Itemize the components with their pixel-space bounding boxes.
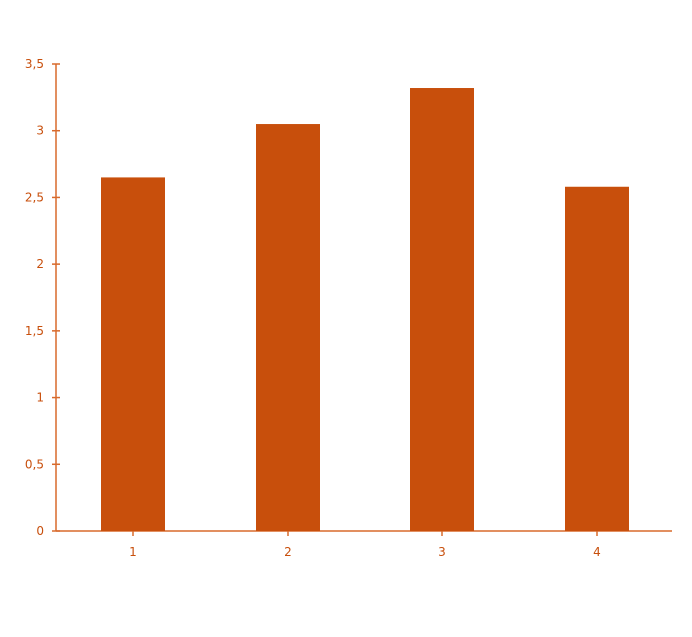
x-tick-label: 2: [284, 545, 292, 559]
y-tick-label: 1,5: [25, 324, 44, 338]
bar-2: [256, 124, 320, 532]
y-tick-label: 1: [36, 391, 44, 405]
bars: [101, 88, 629, 532]
bar-4: [565, 186, 629, 532]
y-tick-label: 2,5: [25, 190, 44, 204]
bar-3: [410, 88, 474, 531]
y-tick-label: 3: [36, 124, 44, 138]
x-tick-label: 3: [438, 545, 446, 559]
y-tick-label: 3,5: [25, 57, 44, 71]
y-tick-label: 2: [36, 257, 44, 271]
x-axis: 1 2 3 4: [56, 530, 672, 559]
y-tick-label: 0: [36, 524, 44, 538]
bar-1: [101, 177, 165, 531]
x-tick-label: 1: [129, 545, 137, 559]
y-axis: 0 0,5 1 1,5 2 2,5 3 3,5: [25, 57, 60, 538]
x-tick-label: 4: [593, 545, 601, 559]
y-tick-label: 0,5: [25, 457, 44, 471]
